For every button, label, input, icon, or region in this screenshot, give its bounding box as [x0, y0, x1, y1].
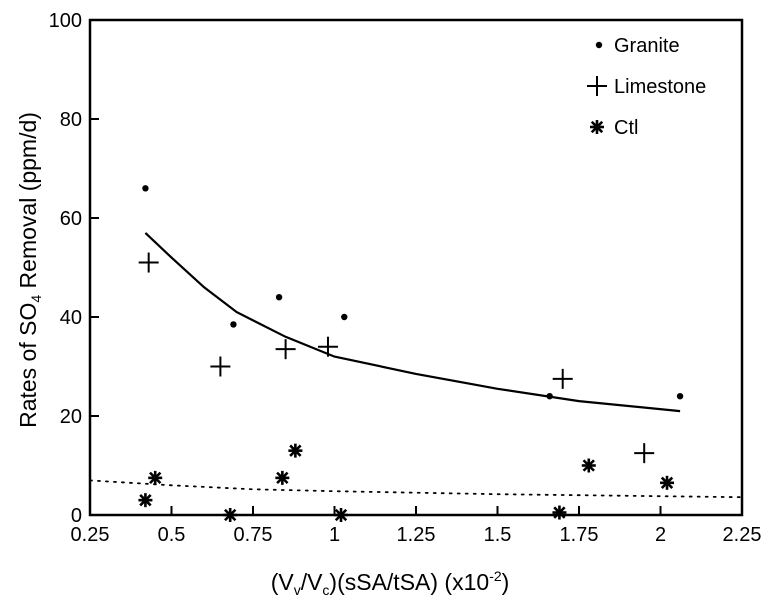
ctl-point [660, 475, 675, 490]
x-tick-label: 1 [329, 524, 340, 546]
limestone-point [138, 252, 159, 273]
ast-d2 [660, 476, 674, 489]
limestone-point [210, 356, 231, 377]
y-axis-title: Rates of SO4 Removal (ppm/d) [15, 112, 44, 428]
ast-d2 [590, 120, 604, 134]
y-tick-label: 100 [49, 10, 82, 32]
x-tick-label: 0.25 [71, 524, 110, 546]
ast-d2 [224, 508, 237, 522]
ctl-point [581, 458, 596, 473]
legend: Granite Limestone Ctl [587, 35, 706, 139]
x-axis-ticks: 0.25 0.5 0.75 1 1.25 1.5 1.75 2 2.25 [71, 506, 762, 546]
ctl-point [552, 505, 567, 520]
x-axis-title: (Vv/Vc)(sSA/tSA) (x10-2) [271, 568, 510, 598]
ctl-point [138, 493, 153, 508]
limestone-point [552, 368, 573, 389]
ctl-point [275, 470, 290, 485]
limestone-point [634, 443, 655, 464]
legend-item-ctl: Ctl [590, 117, 638, 139]
limestone-point [317, 336, 338, 357]
granite-point [341, 313, 348, 321]
y-tick-label: 60 [60, 208, 82, 230]
legend-marker [587, 76, 607, 96]
granite-point [142, 185, 149, 192]
ast-d2 [139, 493, 152, 507]
x-tick-label: 2.25 [723, 524, 762, 546]
legend-item-granite: Granite [595, 35, 680, 57]
ctl-point [334, 508, 349, 522]
granite-point [230, 321, 237, 328]
legend-item-limestone: Limestone [587, 76, 706, 98]
ast-d2 [582, 459, 595, 472]
ast-d2 [334, 508, 348, 522]
fit-lines [89, 232, 743, 499]
granite-point [275, 294, 283, 301]
y-tick-label: 0 [71, 505, 82, 527]
x-tick-label: 0.5 [158, 524, 186, 546]
x-tick-label: 2 [655, 524, 666, 546]
ast-d2 [289, 444, 302, 457]
series-granite [142, 185, 684, 400]
ctl-point [148, 470, 163, 485]
ctl-point [288, 443, 303, 458]
granite-point [546, 393, 553, 400]
legend-label: Granite [614, 35, 680, 57]
fit-line-solid [144, 232, 681, 413]
series-ctl [138, 443, 675, 522]
x-tick-label: 0.75 [234, 524, 273, 546]
legend-label: Limestone [614, 76, 706, 98]
legend-marker [590, 120, 604, 134]
x-tick-label: 1.25 [397, 524, 436, 546]
x-tick-label: 1.75 [560, 524, 599, 546]
y-tick-label: 80 [60, 109, 82, 131]
ctl-point [223, 508, 238, 522]
y-tick-label: 40 [60, 307, 82, 329]
ast-d2 [149, 471, 162, 485]
y-tick-label: 20 [60, 406, 82, 428]
granite-point [676, 393, 684, 400]
legend-marker [595, 41, 603, 49]
series-limestone [138, 252, 655, 464]
y-axis-ticks: 0 20 40 60 80 100 [49, 10, 99, 527]
data-points [138, 185, 684, 522]
ast-d2 [276, 471, 289, 485]
ast-d2 [553, 506, 566, 519]
legend-label: Ctl [614, 117, 638, 139]
fit-line-dotted [89, 479, 743, 499]
x-tick-label: 1.5 [484, 524, 512, 546]
limestone-point [275, 339, 296, 360]
